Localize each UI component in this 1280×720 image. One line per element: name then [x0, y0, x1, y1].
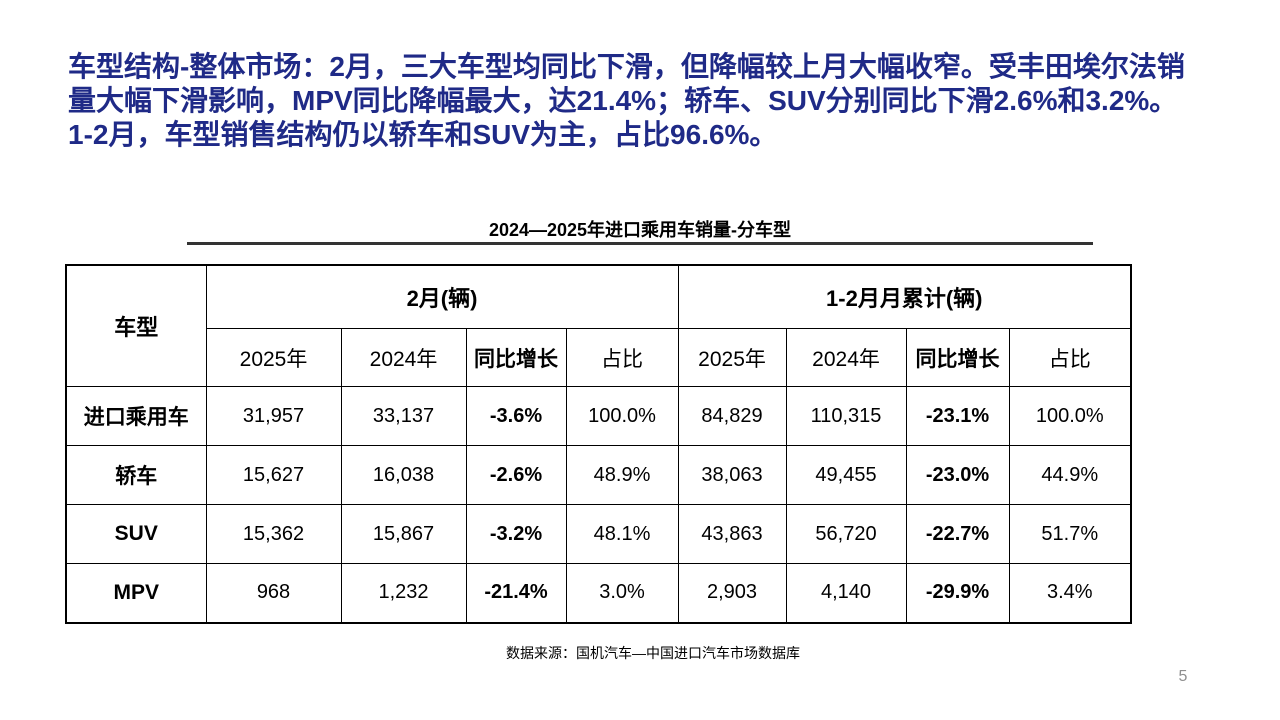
- data-cell: 31,957: [205, 386, 342, 446]
- data-cell: 15,867: [340, 504, 467, 564]
- row-category: 进口乘用车: [65, 386, 207, 446]
- data-cell: 38,063: [677, 445, 787, 505]
- corner-header: 车型: [65, 264, 207, 387]
- data-cell: 3.4%: [1008, 563, 1132, 623]
- data-cell: 33,137: [340, 386, 467, 446]
- data-cell-yoy: -23.1%: [905, 386, 1010, 446]
- data-cell-yoy: -2.6%: [465, 445, 567, 505]
- data-cell: 15,362: [205, 504, 342, 564]
- table-row-sedan: 轿车 15,627 16,038 -2.6% 48.9% 38,063 49,4…: [65, 445, 1132, 505]
- page-number: 5: [1178, 668, 1188, 685]
- data-cell: 16,038: [340, 445, 467, 505]
- row-category: SUV: [65, 504, 207, 564]
- data-cell: 3.0%: [565, 563, 679, 623]
- col-header-yoy-cum: 同比增长: [905, 328, 1010, 387]
- data-cell: 56,720: [785, 504, 907, 564]
- data-source-note: 数据来源：国机汽车—中国进口汽车市场数据库: [506, 645, 800, 661]
- data-cell-yoy: -21.4%: [465, 563, 567, 623]
- table-title: 2024—2025年进口乘用车销量-分车型: [488, 220, 792, 240]
- data-cell: 2,903: [677, 563, 787, 623]
- col-header-2024-feb: 2024年: [340, 328, 467, 387]
- data-cell-yoy: -23.0%: [905, 445, 1010, 505]
- row-category: 轿车: [65, 445, 207, 505]
- data-cell: 110,315: [785, 386, 907, 446]
- data-cell: 15,627: [205, 445, 342, 505]
- col-header-2025-cum: 2025年: [677, 328, 787, 387]
- data-cell: 44.9%: [1008, 445, 1132, 505]
- data-cell-yoy: -3.6%: [465, 386, 567, 446]
- data-cell: 48.1%: [565, 504, 679, 564]
- group-header-february: 2月(辆): [205, 264, 679, 329]
- data-cell: 4,140: [785, 563, 907, 623]
- sales-table: 车型 2月(辆) 1-2月月累计(辆) 2025年 2024年 同比增长 占比 …: [65, 264, 1133, 624]
- col-header-2024-cum: 2024年: [785, 328, 907, 387]
- header-sub-row: 2025年 2024年 同比增长 占比 2025年 2024年 同比增长 占比: [66, 328, 1132, 387]
- data-cell: 48.9%: [565, 445, 679, 505]
- group-header-cumulative: 1-2月月累计(辆): [677, 264, 1132, 329]
- data-cell-yoy: -22.7%: [905, 504, 1010, 564]
- col-header-share-cum: 占比: [1008, 328, 1132, 387]
- data-cell: 49,455: [785, 445, 907, 505]
- col-header-2025-feb: 2025年: [205, 328, 342, 387]
- data-cell: 1,232: [340, 563, 467, 623]
- col-header-yoy-feb: 同比增长: [465, 328, 567, 387]
- row-category: MPV: [65, 563, 207, 623]
- headline-text: 车型结构-整体市场：2月，三大车型均同比下滑，但降幅较上月大幅收窄。受丰田埃尔法…: [68, 51, 1185, 150]
- col-header-share-feb: 占比: [565, 328, 679, 387]
- data-cell-yoy: -3.2%: [465, 504, 567, 564]
- data-cell: 968: [205, 563, 342, 623]
- data-cell: 84,829: [677, 386, 787, 446]
- table-row-mpv: MPV 968 1,232 -21.4% 3.0% 2,903 4,140 -2…: [65, 563, 1132, 623]
- title-underline: [187, 242, 1093, 245]
- data-cell: 43,863: [677, 504, 787, 564]
- data-cell: 51.7%: [1008, 504, 1132, 564]
- header-group-row: 车型 2月(辆) 1-2月月累计(辆): [65, 264, 1132, 387]
- table-row-suv: SUV 15,362 15,867 -3.2% 48.1% 43,863 56,…: [65, 504, 1132, 564]
- data-cell: 100.0%: [565, 386, 679, 446]
- data-cell-yoy: -29.9%: [905, 563, 1010, 623]
- table-row-total: 进口乘用车 31,957 33,137 -3.6% 100.0% 84,829 …: [65, 386, 1132, 446]
- data-cell: 100.0%: [1008, 386, 1132, 446]
